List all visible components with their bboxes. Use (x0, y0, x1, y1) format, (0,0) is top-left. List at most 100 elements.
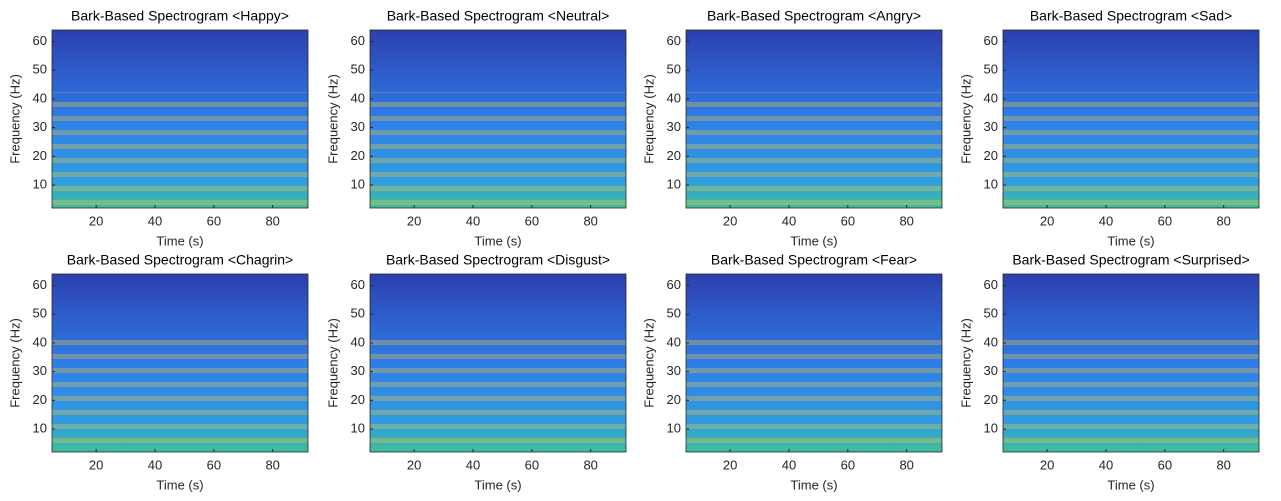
axes-box (685, 273, 943, 453)
spectrogram-harmonics (1003, 336, 1259, 452)
x-tick-label: 80 (583, 457, 597, 472)
y-tick-label: 20 (33, 148, 47, 163)
chart-title: Bark-Based Spectrogram <Angry> (707, 8, 921, 24)
y-tick-label: 40 (667, 334, 681, 349)
axes-box (685, 29, 943, 209)
y-tick-label: 30 (984, 363, 998, 378)
x-tick-label: 80 (265, 213, 279, 228)
y-tick-label: 10 (351, 176, 365, 191)
y-axis-label: Frequency (Hz) (958, 74, 973, 164)
axes-box (369, 273, 627, 453)
y-tick-label: 60 (984, 33, 998, 48)
spectrogram-harmonics (1003, 92, 1259, 208)
axes-box (369, 29, 627, 209)
axes-box (51, 29, 309, 209)
axes-box (1002, 29, 1260, 209)
spectrogram-harmonics (52, 336, 308, 452)
x-axis-label: Time (s) (156, 233, 203, 248)
y-tick-label: 50 (351, 62, 365, 77)
y-tick-label: 50 (33, 62, 47, 77)
chart-title: Bark-Based Spectrogram <Sad> (1030, 8, 1232, 24)
x-axis-label: Time (s) (790, 233, 837, 248)
x-tick-label: 20 (1040, 457, 1054, 472)
x-tick-label: 20 (89, 457, 103, 472)
x-axis-label: Time (s) (474, 233, 521, 248)
x-tick-label: 40 (782, 457, 796, 472)
y-tick-label: 30 (667, 119, 681, 134)
y-tick-label: 60 (33, 33, 47, 48)
y-tick-label: 60 (667, 33, 681, 48)
axes-box (51, 273, 309, 453)
y-tick-label: 10 (351, 420, 365, 435)
y-tick-label: 40 (351, 334, 365, 349)
y-tick-label: 30 (984, 119, 998, 134)
y-tick-label: 20 (33, 392, 47, 407)
y-tick-label: 10 (33, 420, 47, 435)
spectrogram-harmonics (52, 92, 308, 208)
y-tick-label: 60 (667, 277, 681, 292)
y-tick-label: 10 (984, 176, 998, 191)
y-axis-label: Frequency (Hz) (7, 318, 22, 408)
chart-title: Bark-Based Spectrogram <Fear> (711, 252, 917, 268)
x-tick-label: 20 (723, 457, 737, 472)
y-tick-label: 30 (667, 363, 681, 378)
x-tick-label: 60 (1158, 213, 1172, 228)
y-tick-label: 40 (351, 90, 365, 105)
y-tick-label: 20 (984, 148, 998, 163)
y-axis-label: Frequency (Hz) (641, 74, 656, 164)
x-axis-label: Time (s) (156, 477, 203, 492)
y-tick-label: 20 (667, 392, 681, 407)
x-tick-label: 40 (466, 457, 480, 472)
y-tick-label: 20 (984, 392, 998, 407)
y-axis-label: Frequency (Hz) (325, 74, 340, 164)
x-axis-label: Time (s) (790, 477, 837, 492)
y-tick-label: 30 (351, 119, 365, 134)
x-tick-label: 80 (1216, 457, 1230, 472)
chart-title: Bark-Based Spectrogram <Neutral> (387, 8, 610, 24)
chart-title: Bark-Based Spectrogram <Surprised> (1012, 252, 1249, 268)
y-tick-label: 30 (33, 363, 47, 378)
x-tick-label: 60 (525, 457, 539, 472)
x-tick-label: 20 (407, 457, 421, 472)
y-axis-label: Frequency (Hz) (325, 318, 340, 408)
y-tick-label: 10 (984, 420, 998, 435)
y-tick-label: 40 (984, 90, 998, 105)
x-tick-label: 80 (1216, 213, 1230, 228)
y-tick-label: 60 (33, 277, 47, 292)
x-tick-label: 60 (207, 213, 221, 228)
y-tick-label: 10 (33, 176, 47, 191)
y-tick-label: 20 (351, 392, 365, 407)
axes-box (1002, 273, 1260, 453)
y-tick-label: 40 (984, 334, 998, 349)
y-tick-label: 50 (984, 62, 998, 77)
y-tick-label: 60 (351, 277, 365, 292)
x-tick-label: 40 (148, 213, 162, 228)
x-axis-label: Time (s) (1107, 233, 1154, 248)
x-tick-label: 40 (148, 457, 162, 472)
y-tick-label: 30 (351, 363, 365, 378)
x-tick-label: 20 (1040, 213, 1054, 228)
x-tick-label: 60 (841, 457, 855, 472)
y-tick-label: 40 (667, 90, 681, 105)
chart-title: Bark-Based Spectrogram <Disgust> (386, 252, 610, 268)
spectrogram-harmonics (370, 92, 626, 208)
y-tick-label: 50 (33, 306, 47, 321)
y-tick-label: 50 (667, 306, 681, 321)
x-tick-label: 40 (1099, 213, 1113, 228)
y-tick-label: 40 (33, 334, 47, 349)
y-axis-label: Frequency (Hz) (641, 318, 656, 408)
spectrogram-harmonics (686, 336, 942, 452)
y-tick-label: 40 (33, 90, 47, 105)
y-tick-label: 50 (984, 306, 998, 321)
spectrogram-harmonics (370, 336, 626, 452)
y-axis-label: Frequency (Hz) (958, 318, 973, 408)
x-tick-label: 80 (899, 457, 913, 472)
x-tick-label: 80 (265, 457, 279, 472)
y-tick-label: 10 (667, 420, 681, 435)
x-tick-label: 20 (723, 213, 737, 228)
x-tick-label: 60 (841, 213, 855, 228)
x-tick-label: 60 (525, 213, 539, 228)
x-axis-label: Time (s) (474, 477, 521, 492)
x-tick-label: 60 (1158, 457, 1172, 472)
